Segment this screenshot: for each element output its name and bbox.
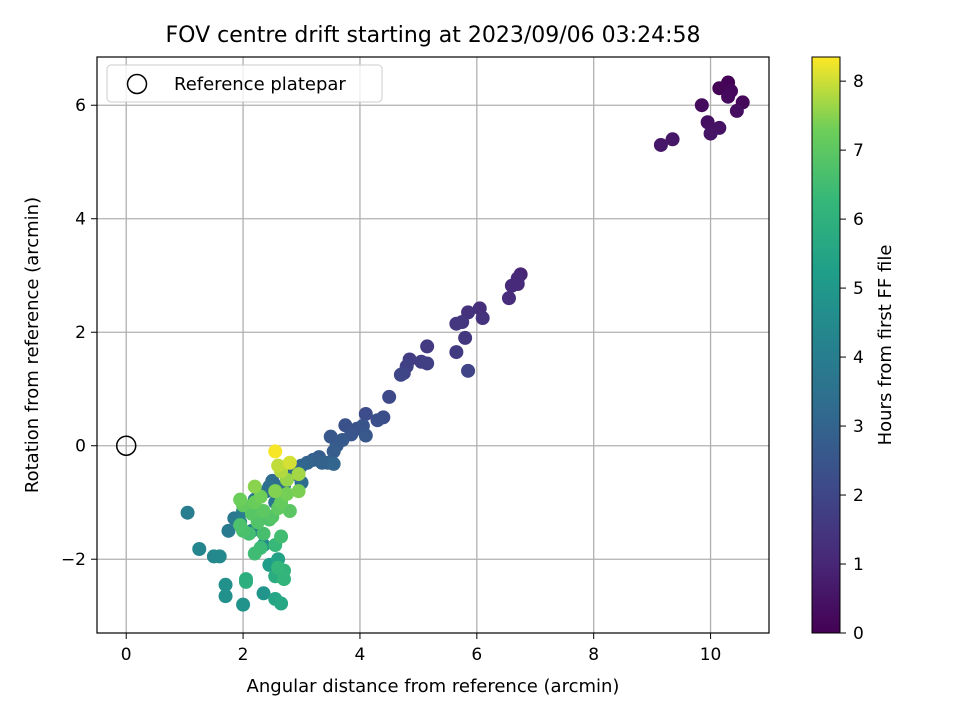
grid-lines	[97, 57, 769, 633]
data-point	[326, 456, 341, 471]
chart-title: FOV centre drift starting at 2023/09/06 …	[166, 23, 701, 48]
data-point	[239, 574, 254, 589]
data-point	[382, 389, 397, 404]
data-point	[291, 484, 306, 499]
y-axis-label: Rotation from reference (arcmin)	[22, 197, 43, 493]
data-point	[247, 479, 262, 494]
data-point	[694, 98, 709, 113]
colorbar-tick-label: 6	[853, 210, 864, 230]
plot-frame	[96, 56, 770, 634]
x-tick-label: 0	[121, 645, 132, 665]
y-axis-ticks: −2 0 2 4 6	[61, 96, 97, 570]
data-point	[279, 486, 294, 501]
data-point	[212, 549, 227, 564]
data-point	[458, 330, 473, 345]
data-point	[653, 137, 668, 152]
data-point	[420, 339, 435, 354]
colorbar-label: Hours from first FF file	[875, 245, 896, 446]
x-tick-label: 10	[700, 645, 722, 665]
y-tick-label: −2	[61, 550, 86, 570]
data-point	[268, 444, 283, 459]
colorbar-tick-label: 3	[853, 417, 864, 437]
data-point	[420, 356, 435, 371]
x-axis-ticks: 0 2 4 6 8 10	[121, 633, 722, 665]
reference-platepar-marker	[115, 435, 137, 456]
colorbar-tick-label: 5	[853, 279, 864, 299]
data-point	[274, 596, 289, 611]
data-point	[282, 503, 297, 518]
data-point	[700, 115, 715, 130]
x-tick-label: 8	[588, 645, 599, 665]
data-point	[370, 413, 385, 428]
data-point	[221, 523, 236, 538]
x-tick-label: 6	[471, 645, 482, 665]
colorbar-tick-label: 2	[853, 486, 864, 506]
x-tick-label: 4	[355, 645, 366, 665]
data-point	[501, 291, 516, 306]
x-tick-label: 2	[238, 645, 249, 665]
data-point	[218, 589, 233, 604]
data-point	[393, 367, 408, 382]
scatter-points	[180, 75, 750, 612]
y-tick-label: 2	[75, 323, 86, 343]
data-point	[314, 455, 329, 470]
data-point	[256, 586, 271, 601]
data-point	[180, 505, 195, 520]
data-point	[326, 444, 341, 459]
colorbar-tick-label: 4	[853, 348, 864, 368]
data-point	[449, 345, 464, 360]
data-point	[253, 489, 268, 504]
colorbar	[811, 56, 841, 634]
data-point	[703, 126, 718, 141]
y-tick-label: 6	[75, 96, 86, 116]
colorbar-tick-label: 1	[853, 555, 864, 575]
data-point	[236, 597, 251, 612]
data-point	[358, 406, 373, 421]
legend-label: Reference platepar	[174, 74, 346, 95]
colorbar-tick-label: 0	[853, 624, 864, 644]
x-axis-label: Angular distance from reference (arcmin)	[247, 676, 620, 697]
data-point	[276, 572, 291, 587]
y-tick-label: 0	[75, 437, 86, 457]
colorbar-ticks: 0 1 2 3 4 5 6 7 8	[840, 72, 864, 644]
data-point	[449, 316, 464, 331]
data-point	[256, 526, 271, 541]
data-point	[461, 363, 476, 378]
data-point	[282, 455, 297, 470]
data-point	[504, 278, 519, 293]
data-point	[358, 428, 373, 443]
data-point	[244, 506, 259, 521]
legend: Reference platepar	[106, 64, 383, 103]
colorbar-tick-label: 8	[853, 72, 864, 92]
data-point	[665, 132, 680, 147]
data-point	[192, 542, 207, 557]
data-point	[218, 577, 233, 592]
data-point	[268, 484, 283, 499]
legend-box	[106, 64, 383, 103]
data-point	[712, 81, 727, 96]
data-point	[291, 467, 306, 482]
data-point	[271, 560, 286, 575]
legend-open-circle-icon	[126, 73, 148, 95]
data-point	[247, 546, 262, 561]
data-point	[475, 311, 490, 326]
data-point	[256, 503, 271, 518]
data-point	[233, 492, 248, 507]
data-point	[729, 103, 744, 118]
data-point	[274, 529, 289, 544]
colorbar-tick-label: 7	[853, 141, 864, 161]
data-point	[721, 89, 736, 104]
data-point	[271, 458, 286, 473]
y-tick-label: 4	[75, 210, 86, 230]
data-point	[233, 518, 248, 533]
